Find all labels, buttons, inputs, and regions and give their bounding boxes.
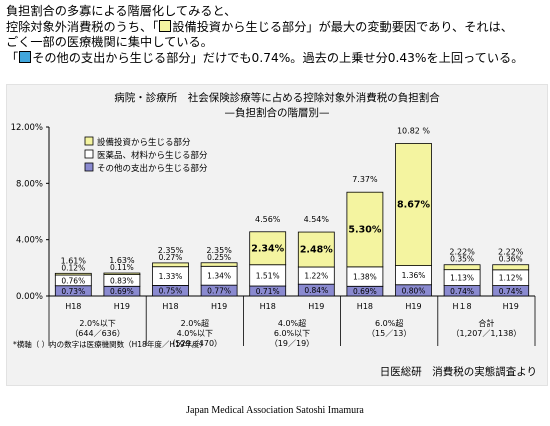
- x-tick-label: H19: [114, 302, 130, 311]
- data-label: 0.73%: [61, 287, 85, 296]
- bar-segment-equipment: [492, 264, 530, 271]
- bar-segment-equipment: [297, 231, 335, 268]
- y-tick-label: 12.00%: [11, 123, 43, 133]
- group-label: 2.0%以下: [79, 319, 115, 328]
- data-label: 1.51%: [256, 271, 280, 280]
- data-label: 1.33%: [159, 272, 183, 281]
- footer-credit: Japan Medical Association Satoshi Imamur…: [186, 405, 364, 416]
- chart-subtitle: —負担割合の階層別—: [225, 106, 330, 119]
- bar-segment-equipment: [346, 191, 384, 268]
- intro-line-2: 控除対象外消費税のうち、「 設備投資から生じる部分」が最大の変動要因であり、それは…: [6, 19, 513, 34]
- data-label: 0.71%: [256, 287, 280, 296]
- data-label: 0.12%: [61, 263, 85, 272]
- data-label: 0.11%: [110, 263, 134, 272]
- intro-line-3: ごく一部の医療機関に集中している。: [6, 35, 213, 49]
- data-label: 0.80%: [402, 286, 426, 295]
- total-label: 2.35%: [206, 246, 232, 255]
- y-tick-label: 8.00%: [16, 179, 43, 189]
- group-count: （644／636）: [70, 329, 125, 338]
- group-label: 6.0%超: [375, 318, 403, 328]
- legend-swatch: [84, 149, 94, 159]
- group-label: 4.0%以下: [177, 329, 213, 338]
- chart-panel: 病院・診療所 社会保険診療等に占める控除対象外消費税の負担割合 —負担割合の階層別…: [6, 84, 548, 386]
- total-label: 2.22%: [498, 248, 524, 257]
- data-label: 0.74%: [499, 287, 523, 296]
- group-label: 6.0%以下: [274, 329, 310, 338]
- group-count: （1,207／1,138）: [451, 329, 521, 338]
- data-label: 1.12%: [499, 274, 523, 283]
- data-label: 0.69%: [353, 287, 377, 296]
- data-label: 0.77%: [207, 287, 231, 296]
- data-label: 1.22%: [304, 272, 328, 281]
- group-label: 4.0%超: [278, 318, 306, 328]
- total-label: 1.63%: [109, 256, 135, 265]
- chart-title: 病院・診療所 社会保険診療等に占める控除対象外消費税の負担割合: [114, 91, 440, 104]
- x-tick-label: H19: [211, 302, 227, 311]
- group-count: （19／19）: [270, 339, 314, 348]
- bar-segment-equipment: [103, 272, 141, 275]
- intro-line-4: 「その他の支出から生じる部分」だけでも0.74%。過去の上乗せ分0.43%を上回…: [6, 50, 524, 65]
- legend-label: 設備投資から生じる部分: [97, 137, 191, 148]
- stacked-bar-chart: 病院・診療所 社会保険診療等に占める控除対象外消費税の負担割合 —負担割合の階層別…: [11, 91, 537, 378]
- intro-text: 負担割合の多寡による階層化してみると、 控除対象外消費税のうち、「 設備投資から生…: [6, 4, 546, 66]
- x-tick-label: H19: [405, 302, 421, 311]
- data-label: 2.34%: [251, 243, 284, 254]
- total-label: 1.61%: [61, 256, 87, 265]
- yellow-square-icon: [159, 19, 172, 32]
- bar-segment-equipment: [443, 264, 481, 271]
- group-count: （15／13）: [367, 329, 411, 338]
- legend-swatch: [84, 162, 94, 172]
- total-label: 4.56%: [255, 215, 281, 224]
- x-tick-label: H19: [503, 302, 519, 311]
- data-label: 0.69%: [110, 287, 134, 296]
- legend-swatch: [84, 136, 94, 146]
- x-tick-label: H１8: [453, 302, 472, 311]
- data-label: 1.38%: [353, 273, 377, 282]
- data-label: 8.67%: [397, 200, 430, 211]
- total-label: 2.22%: [449, 248, 475, 257]
- data-label: 0.75%: [159, 287, 183, 296]
- legend-label: その他の支出から生じる部分: [97, 163, 208, 174]
- x-tick-label: H18: [162, 302, 178, 311]
- total-label: 7.37%: [352, 175, 378, 184]
- total-label: 4.54%: [304, 215, 330, 224]
- data-label: 0.84%: [304, 286, 328, 295]
- total-label: 2.35%: [158, 246, 184, 255]
- x-tick-label: H18: [357, 302, 373, 311]
- intro-line-1: 負担割合の多寡による階層化してみると、: [6, 4, 237, 18]
- x-tick-label: H18: [65, 302, 81, 311]
- data-label: 0.35%: [450, 255, 474, 264]
- bar-segment-equipment: [54, 272, 92, 276]
- chart-source: 日医総研 消費税の実態調査より: [380, 365, 537, 378]
- bar-segment-equipment: [249, 231, 287, 266]
- bar-segment-equipment: [152, 262, 189, 268]
- x-tick-label: H19: [308, 302, 324, 311]
- data-label: 0.76%: [61, 276, 85, 285]
- chart-footnote: *横軸（ ）内の数字は医療機関数（H18年度／H19年度）: [13, 339, 207, 349]
- data-label: 0.74%: [450, 287, 474, 296]
- data-label: 1.13%: [450, 274, 474, 283]
- data-label: 0.27%: [159, 253, 183, 262]
- data-label: 1.36%: [402, 271, 426, 280]
- blue-square-icon: [19, 50, 32, 63]
- group-count: （529／470）: [168, 339, 223, 348]
- data-label: 5.30%: [348, 225, 381, 236]
- total-label: 10.82 %: [397, 126, 430, 135]
- group-label: 合計: [478, 318, 494, 328]
- data-label: 0.83%: [110, 276, 134, 285]
- data-label: 0.36%: [499, 255, 523, 264]
- data-label: 2.48%: [300, 245, 333, 256]
- group-label: 2.0%超: [181, 318, 209, 328]
- y-tick-label: 4.00%: [16, 236, 43, 246]
- x-tick-label: H18: [260, 302, 276, 311]
- data-label: 0.25%: [207, 253, 231, 262]
- bar-segment-equipment: [200, 262, 238, 267]
- y-tick-label: 0.00%: [16, 292, 43, 302]
- data-label: 1.34%: [207, 272, 231, 281]
- bar-segment-equipment: [395, 143, 432, 266]
- legend-label: 医薬品、材料から生じる部分: [97, 150, 208, 161]
